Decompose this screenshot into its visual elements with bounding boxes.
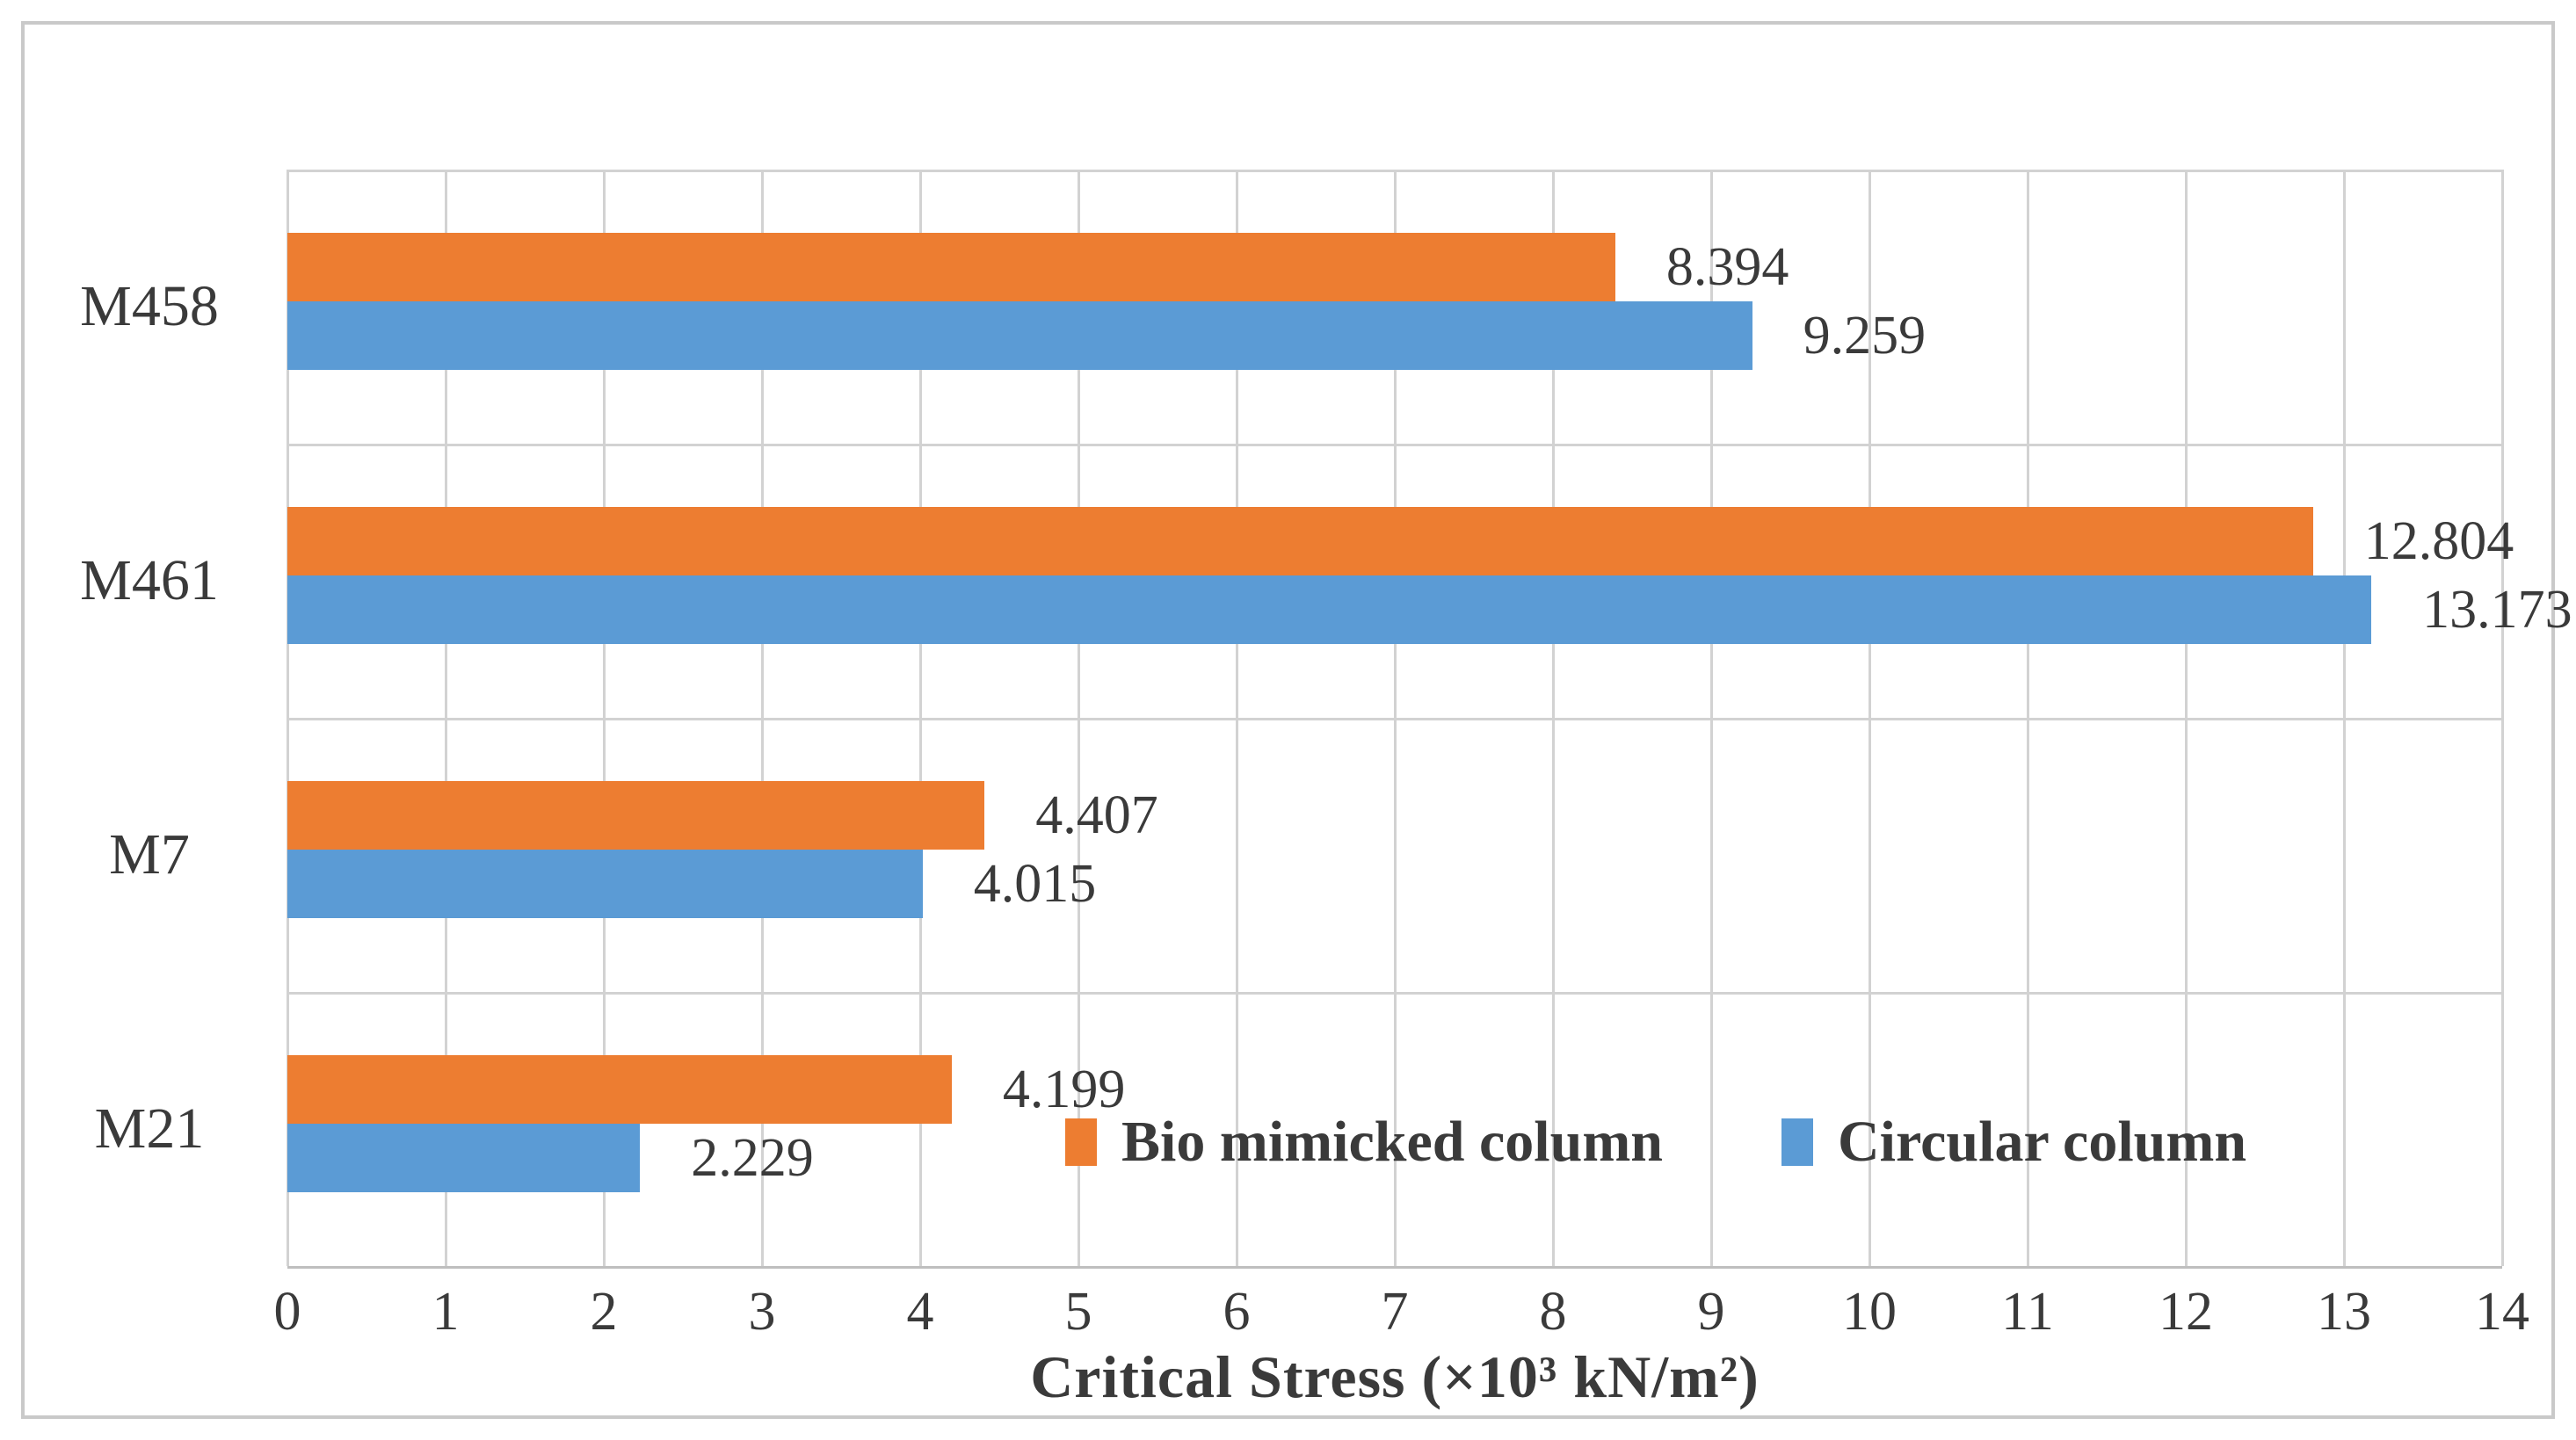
bar-M21-circular bbox=[287, 1124, 641, 1192]
x-tick-label-6: 6 bbox=[1223, 1282, 1251, 1342]
legend-label-bio-mimicked: Bio mimicked column bbox=[1121, 1110, 1664, 1174]
bar-M7-circular bbox=[287, 850, 923, 918]
x-tick-label-13: 13 bbox=[2316, 1282, 2371, 1342]
bar-value-label: 4.015 bbox=[973, 854, 1097, 914]
h-gridline-3 bbox=[287, 992, 2502, 995]
y-axis-category-labels: M458 M461 M7 M21 bbox=[18, 170, 268, 1266]
bar-value-label: 4.407 bbox=[1035, 785, 1158, 845]
bar-M458-circular bbox=[287, 301, 1752, 370]
legend-item-circular: Circular column bbox=[1781, 1109, 2246, 1176]
legend-item-bio-mimicked: Bio mimicked column bbox=[1065, 1109, 1663, 1176]
h-gridline-1 bbox=[287, 444, 2502, 446]
bar-M458-bio-mimicked bbox=[287, 233, 1615, 301]
bar-value-label: 2.229 bbox=[691, 1128, 814, 1188]
x-tick-label-1: 1 bbox=[432, 1282, 460, 1342]
x-axis-tick-labels: 0 1 2 3 4 5 6 7 8 9 10 11 12 13 14 bbox=[274, 1281, 2530, 1342]
legend-label-circular: Circular column bbox=[1838, 1110, 2247, 1174]
x-tick-label-11: 11 bbox=[2001, 1282, 2054, 1342]
bar-M461-circular bbox=[287, 575, 2372, 644]
x-tick-label-0: 0 bbox=[273, 1282, 301, 1342]
category-band-M461: 12.804 13.173 bbox=[287, 444, 2572, 718]
x-tick-label-12: 12 bbox=[2159, 1282, 2213, 1342]
bar-M461-bio-mimicked bbox=[287, 507, 2313, 575]
x-tick-label-2: 2 bbox=[590, 1282, 618, 1342]
legend: Bio mimicked column Circular column bbox=[1065, 1109, 2246, 1176]
x-tick-label-5: 5 bbox=[1064, 1282, 1092, 1342]
bar-value-label: 12.804 bbox=[2363, 511, 2514, 571]
x-axis-title: Critical Stress (×10³ kN/m²) bbox=[1030, 1343, 1760, 1410]
bar-value-label: 8.394 bbox=[1665, 237, 1789, 297]
bar-M21-bio-mimicked bbox=[287, 1055, 952, 1124]
category-label-M21: M21 bbox=[94, 1096, 205, 1161]
category-band-M458: 8.394 9.259 bbox=[287, 170, 2502, 444]
bar-value-label: 4.199 bbox=[1002, 1060, 1126, 1119]
x-tick-label-3: 3 bbox=[748, 1282, 776, 1342]
category-band-M21: 4.199 2.229 bbox=[287, 992, 2502, 1266]
plot-area: 8.394 9.259 12.804 13.173 4.407 4.015 4.199 2.2… bbox=[287, 170, 2572, 1269]
x-tick-label-9: 9 bbox=[1697, 1282, 1725, 1342]
legend-swatch-bio-mimicked bbox=[1065, 1118, 1097, 1166]
category-label-M7: M7 bbox=[109, 822, 190, 886]
category-label-M461: M461 bbox=[80, 548, 219, 612]
x-tick-label-14: 14 bbox=[2475, 1282, 2529, 1342]
x-tick-label-4: 4 bbox=[906, 1282, 934, 1342]
h-gridline-0 bbox=[287, 170, 2502, 172]
x-tick-label-8: 8 bbox=[1539, 1282, 1567, 1342]
bar-value-label: 9.259 bbox=[1803, 306, 1927, 365]
bar-value-label: 13.173 bbox=[2422, 580, 2572, 640]
category-band-M7: 4.407 4.015 bbox=[287, 718, 2502, 992]
legend-swatch-circular bbox=[1781, 1118, 1814, 1166]
h-gridline-2 bbox=[287, 718, 2502, 720]
category-label-M458: M458 bbox=[80, 274, 219, 338]
x-tick-label-10: 10 bbox=[1842, 1282, 1897, 1342]
bar-M7-bio-mimicked bbox=[287, 781, 985, 850]
x-tick-label-7: 7 bbox=[1381, 1282, 1409, 1342]
v-gridline-14 bbox=[2501, 170, 2504, 1266]
